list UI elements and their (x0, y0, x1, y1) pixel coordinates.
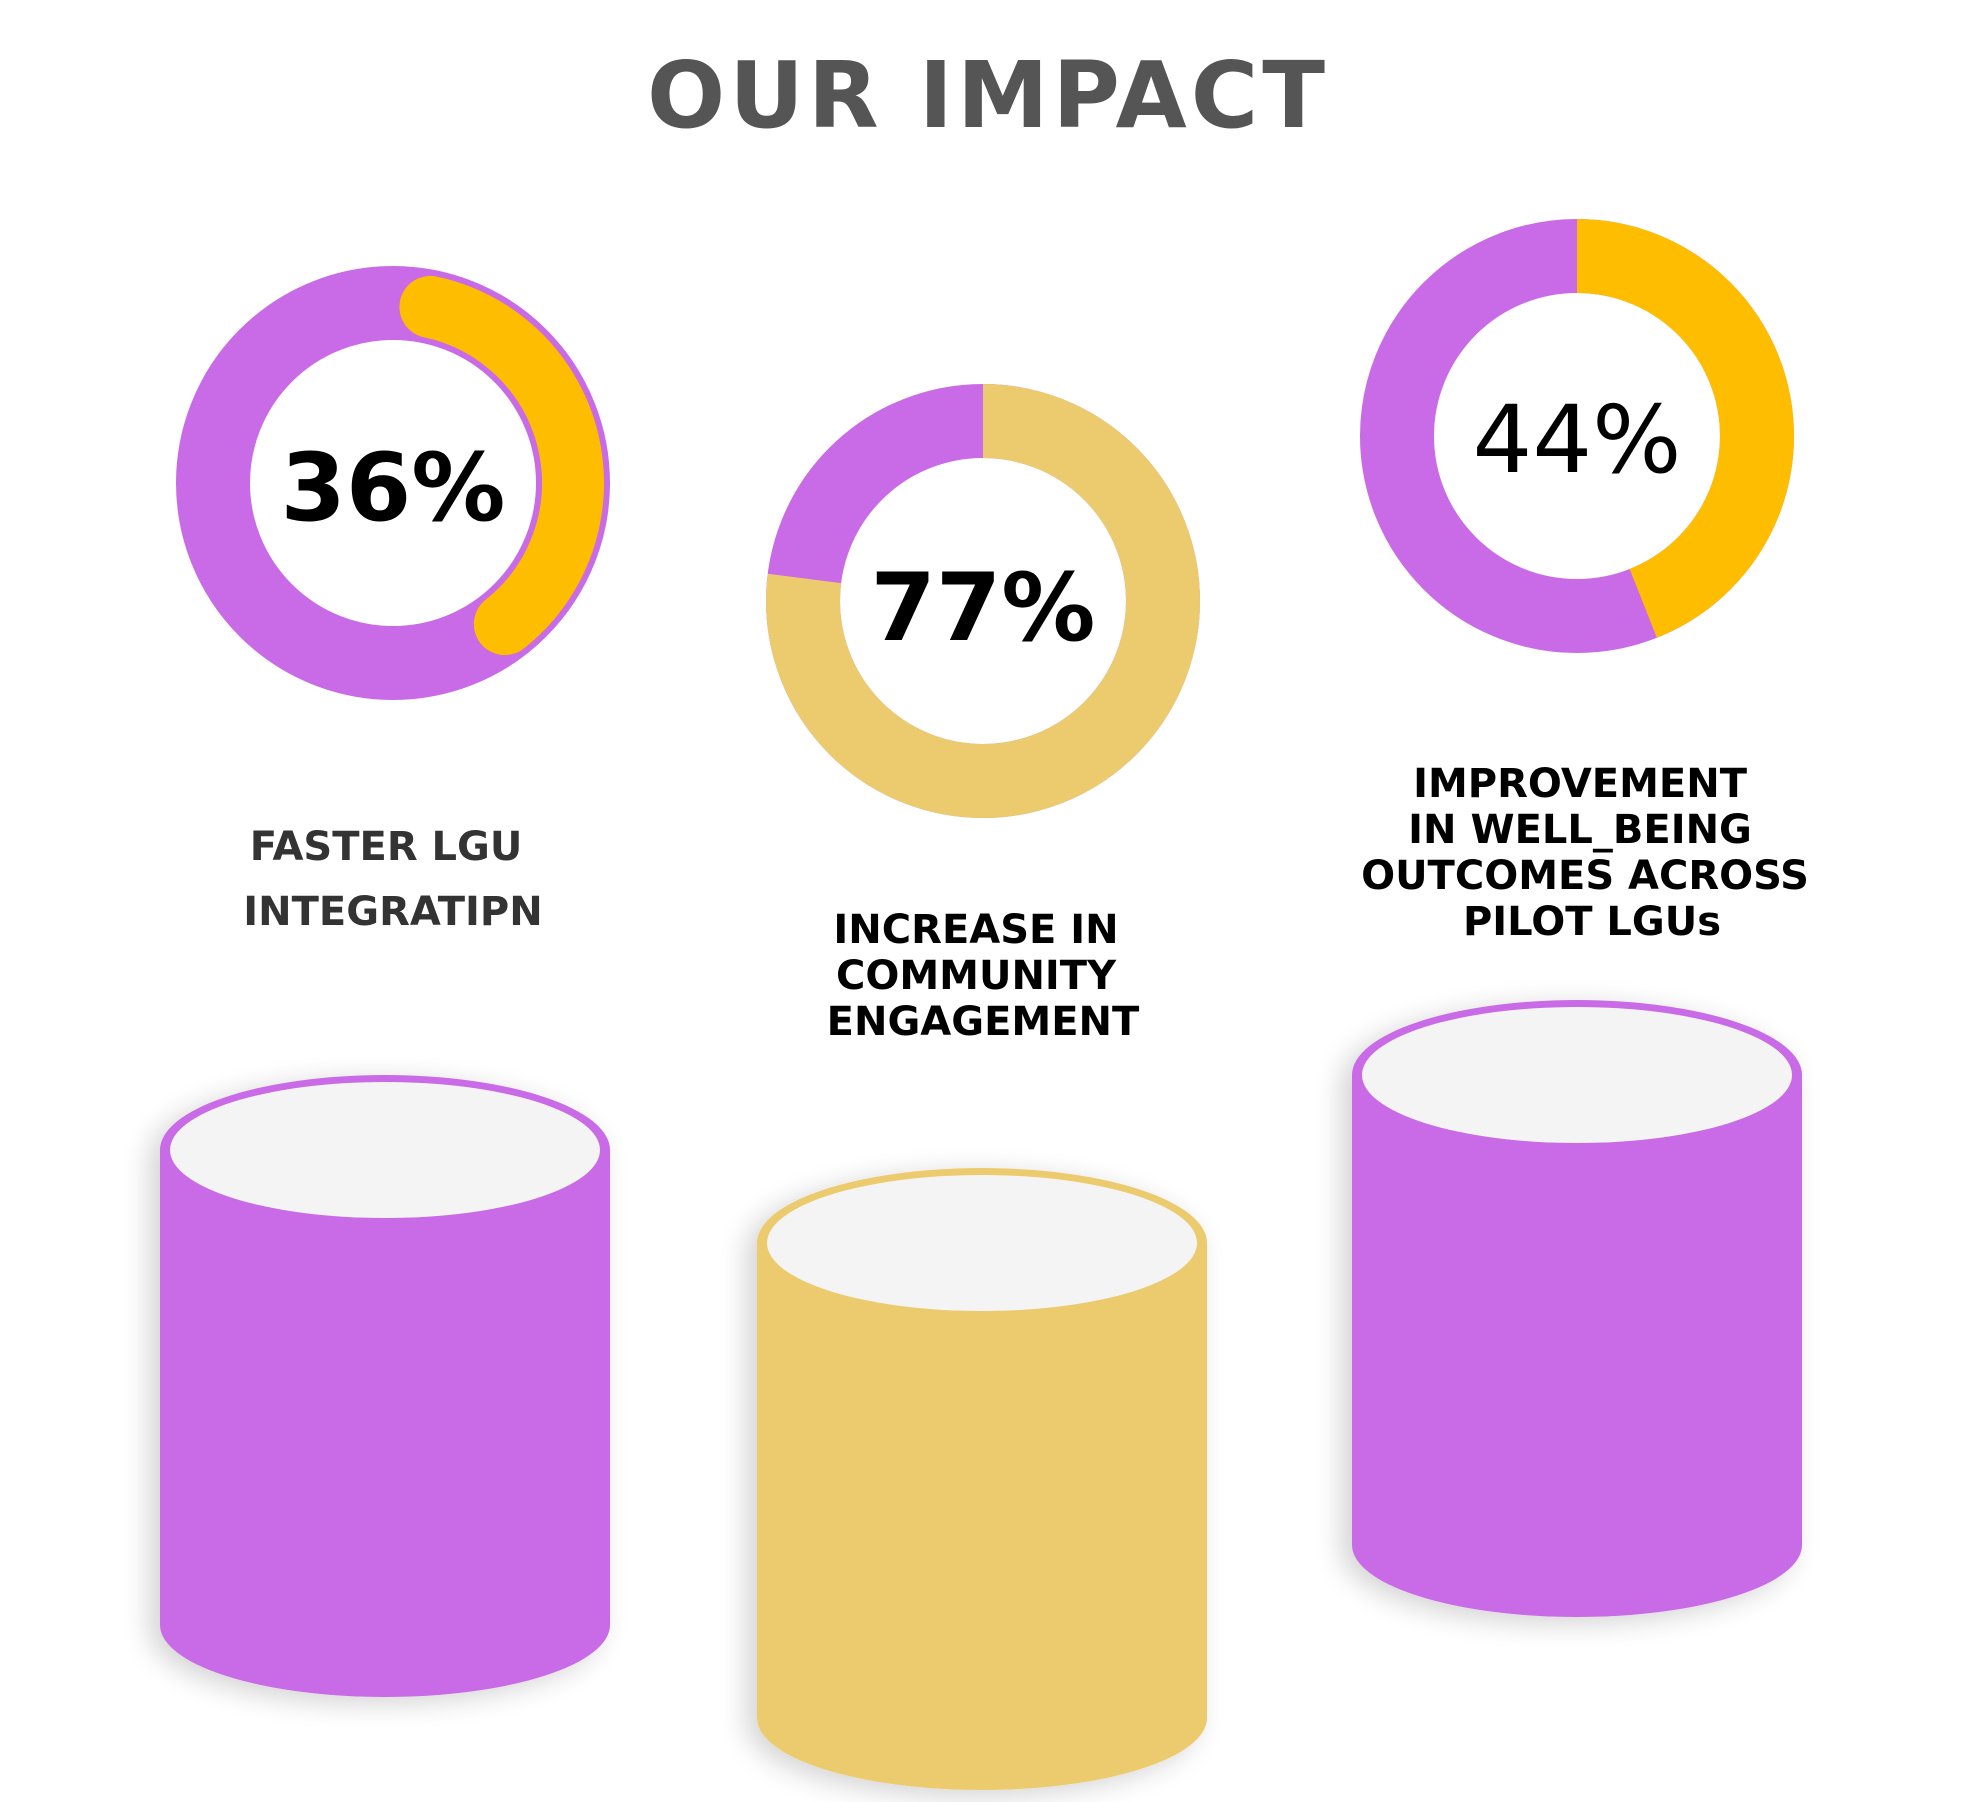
cylinder-top-face-2 (767, 1175, 1197, 1311)
stat-faster-lgu-integration: 36% FASTER LGU INTEGRATIPN (160, 266, 610, 1697)
cylinder-3 (1352, 1000, 1802, 1617)
stat-caption-1-line: FASTER LGU (250, 824, 523, 870)
donut-arc-3 (1576, 219, 1794, 638)
stat-value-1: 36% (281, 434, 506, 543)
cylinder-top-face-1 (170, 1082, 600, 1218)
donut-arc-1 (399, 275, 604, 656)
cylinder-top-face-3 (1362, 1007, 1792, 1143)
stat-caption-2-line: COMMUNITY (836, 953, 1117, 999)
donut-chart-1 (176, 266, 610, 700)
stat-community-engagement: 77% INCREASE IN COMMUNITY ENGAGEMENT (757, 384, 1207, 1790)
stat-value-3: 44% (1473, 386, 1682, 495)
donut-chart-3 (1360, 219, 1794, 653)
cylinder-1 (160, 1075, 610, 1697)
stat-value-2: 77% (871, 554, 1096, 663)
stat-caption-2: INCREASE IN COMMUNITY ENGAGEMENT (827, 907, 1140, 1045)
stat-caption-2-line: ENGAGEMENT (827, 999, 1140, 1045)
donut-chart-2 (766, 384, 1200, 818)
stat-caption-1: FASTER LGU INTEGRATIPN (243, 824, 542, 935)
stat-caption-2-line: INCREASE IN (833, 907, 1118, 953)
cylinder-body-2 (757, 1243, 1207, 1790)
stat-caption-3-line: IMPROVEMENT (1413, 761, 1748, 807)
stat-caption-3-line: PILOT LGUs (1463, 899, 1721, 945)
stat-well-being-outcomes: 44% IMPROVEMENT IN WELL_BEING OUTCOMES A… (1352, 219, 1823, 1617)
cylinder-body-1 (160, 1150, 610, 1697)
cylinder-body-3 (1352, 1075, 1802, 1617)
cylinder-2 (757, 1168, 1207, 1790)
donut-arc-2 (766, 384, 1200, 818)
stat-caption-3-line: IN WELL_BEING (1408, 807, 1752, 853)
stat-caption-1-line: INTEGRATIPN (243, 889, 542, 935)
page-title: OUR IMPACT (647, 42, 1329, 149)
stat-caption-3: IMPROVEMENT IN WELL_BEING OUTCOMES ACROS… (1361, 761, 1823, 945)
stat-caption-3-line: OUTCOMES ACROSS (1361, 853, 1809, 899)
